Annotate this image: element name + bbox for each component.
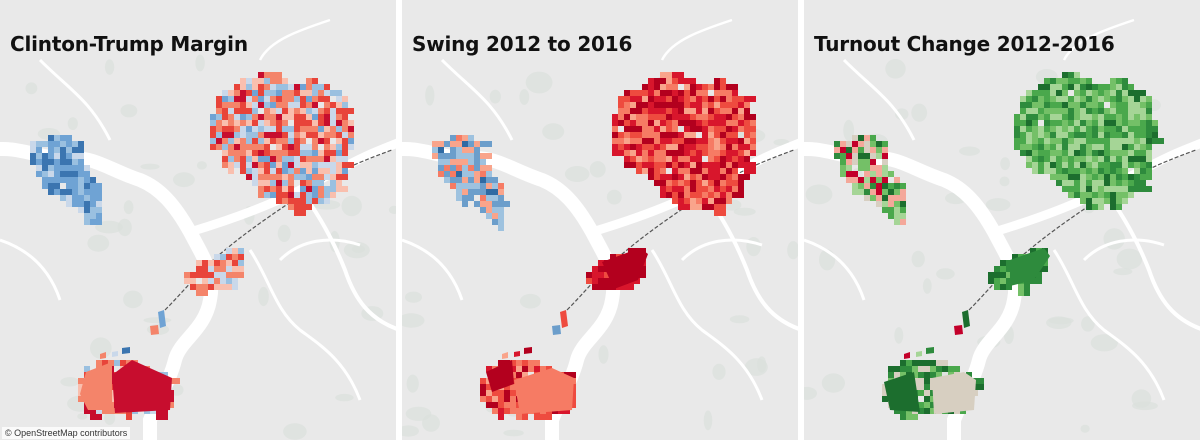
panel-divider xyxy=(798,0,804,440)
panel-title: Swing 2012 to 2016 xyxy=(412,32,633,56)
precinct-small[interactable] xyxy=(122,347,130,354)
precinct-small[interactable] xyxy=(158,310,166,328)
precinct-block[interactable] xyxy=(80,362,112,410)
map-panel-swing[interactable]: Swing 2012 to 2016 xyxy=(402,0,798,440)
precinct-small[interactable] xyxy=(112,351,118,357)
precinct-small[interactable] xyxy=(904,352,910,359)
precinct-layer[interactable] xyxy=(30,72,354,420)
precinct-layer[interactable] xyxy=(432,72,756,420)
precinct-region-c[interactable] xyxy=(184,248,244,296)
precinct-small[interactable] xyxy=(962,310,970,328)
precinct-layer[interactable] xyxy=(834,72,1164,420)
precinct-small[interactable] xyxy=(150,325,159,335)
precinct-region-a[interactable] xyxy=(834,135,906,225)
panel-divider xyxy=(396,0,402,440)
precinct-region-b[interactable] xyxy=(210,72,354,216)
precinct-region-a[interactable] xyxy=(30,135,102,225)
precinct-small[interactable] xyxy=(100,352,106,359)
precinct-small[interactable] xyxy=(502,352,508,359)
precinct-small[interactable] xyxy=(926,347,934,354)
precinct-small[interactable] xyxy=(552,325,561,335)
map-canvas[interactable] xyxy=(804,0,1200,440)
precinct-region-b[interactable] xyxy=(612,72,756,216)
basemap xyxy=(402,18,798,440)
precinct-block[interactable] xyxy=(932,372,976,414)
panel-title: Clinton-Trump Margin xyxy=(10,32,248,56)
map-attribution[interactable]: © OpenStreetMap contributors xyxy=(2,427,131,439)
precinct-region-b[interactable] xyxy=(1014,72,1164,210)
basemap xyxy=(804,18,1200,440)
precinct-small[interactable] xyxy=(560,310,568,328)
map-panel-turnout[interactable]: Turnout Change 2012-2016 xyxy=(804,0,1200,440)
map-canvas[interactable] xyxy=(402,0,798,440)
precinct-block[interactable] xyxy=(486,360,514,392)
map-panel-margin[interactable]: Clinton-Trump Margin xyxy=(0,0,396,440)
panel-title: Turnout Change 2012-2016 xyxy=(814,32,1115,56)
precinct-region-a[interactable] xyxy=(432,135,510,231)
precinct-block[interactable] xyxy=(884,372,920,412)
precinct-block[interactable] xyxy=(514,368,574,414)
basemap xyxy=(0,18,396,440)
precinct-block[interactable] xyxy=(112,360,172,413)
precinct-small[interactable] xyxy=(514,351,520,357)
precinct-block[interactable] xyxy=(1010,248,1050,286)
precinct-small[interactable] xyxy=(524,347,532,354)
precinct-block[interactable] xyxy=(602,248,648,289)
precinct-small[interactable] xyxy=(916,351,922,357)
precinct-small[interactable] xyxy=(954,325,963,335)
map-canvas[interactable] xyxy=(0,0,396,440)
